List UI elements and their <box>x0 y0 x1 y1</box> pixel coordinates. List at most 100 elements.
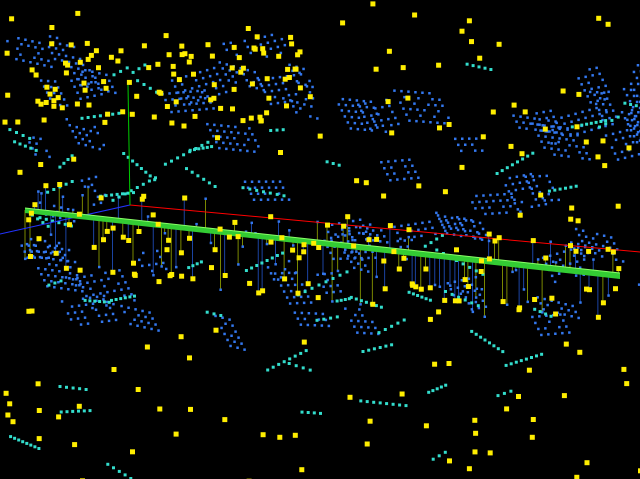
cyan-point <box>594 120 598 124</box>
blue-point <box>553 131 556 134</box>
cyan-point <box>132 191 135 195</box>
blue-point <box>244 132 247 135</box>
blue-point <box>57 53 61 56</box>
blue-point <box>233 137 236 140</box>
yellow-point <box>130 449 135 455</box>
blue-point <box>225 147 228 151</box>
cyan-point <box>111 112 115 116</box>
blue-point <box>220 326 223 330</box>
blue-point <box>550 142 553 145</box>
blue-point <box>601 118 604 122</box>
cyan-point <box>629 103 633 106</box>
blue-point <box>531 175 534 178</box>
blue-point <box>561 264 565 267</box>
yellow-point <box>88 52 94 58</box>
blue-point <box>65 44 69 47</box>
blue-point <box>134 308 137 311</box>
blue-point <box>294 271 298 274</box>
yellow-point <box>561 393 567 399</box>
blue-point <box>137 314 140 317</box>
blue-point <box>348 230 351 233</box>
blue-point <box>104 313 108 317</box>
blue-point <box>265 55 269 58</box>
blue-point <box>591 237 595 240</box>
blue-point <box>103 284 106 288</box>
yellow-point <box>412 12 418 18</box>
blue-point <box>597 108 601 112</box>
blue-point <box>204 197 207 200</box>
blue-point <box>403 177 406 181</box>
blue-point <box>273 272 277 275</box>
blue-point <box>277 88 281 92</box>
blue-point <box>160 265 163 268</box>
blue-point <box>240 342 243 345</box>
yellow-point <box>406 227 412 233</box>
blue-point <box>32 243 36 247</box>
cyan-point <box>549 314 553 318</box>
blue-point <box>253 186 257 189</box>
blue-point <box>53 286 56 289</box>
yellow-point <box>52 86 58 92</box>
blue-point <box>209 241 213 245</box>
blue-point <box>583 130 586 134</box>
blue-point <box>449 288 453 291</box>
blue-point <box>306 295 310 298</box>
blue-point <box>364 102 367 105</box>
blue-point <box>534 198 538 201</box>
blue-point <box>529 172 533 176</box>
blue-point <box>454 137 457 141</box>
blue-point <box>510 196 514 199</box>
cyan-point <box>574 184 578 188</box>
blue-point <box>322 285 325 288</box>
cyan-point <box>59 410 63 414</box>
yellow-point <box>477 55 483 61</box>
blue-point <box>536 296 539 299</box>
cyan-point <box>359 299 363 303</box>
cyan-point <box>241 186 245 190</box>
cyan-point <box>461 262 465 266</box>
blue-point <box>553 280 557 284</box>
cyan-point <box>41 221 45 225</box>
blue-point <box>320 324 324 327</box>
blue-point <box>531 122 534 125</box>
blue-point <box>60 287 63 290</box>
blue-point <box>614 115 618 118</box>
blue-point <box>34 153 37 156</box>
cyan-point <box>431 389 435 393</box>
blue-point <box>178 97 181 101</box>
yellow-point <box>596 15 602 21</box>
yellow-point <box>526 367 532 373</box>
yellow-point <box>213 327 219 333</box>
blue-point <box>334 233 337 236</box>
cyan-point <box>477 65 481 69</box>
blue-point <box>470 283 474 286</box>
blue-point <box>637 111 640 114</box>
cyan-point <box>634 104 638 108</box>
yellow-point <box>382 286 388 292</box>
blue-point <box>620 150 624 154</box>
blue-point <box>74 136 77 139</box>
blue-point <box>365 238 368 241</box>
yellow-point <box>487 450 493 456</box>
blue-point <box>464 219 468 222</box>
yellow-point <box>182 51 188 57</box>
blue-point <box>113 289 116 293</box>
blue-point <box>598 97 602 100</box>
blue-point <box>85 294 88 298</box>
blue-point <box>630 118 634 122</box>
cyan-point <box>119 69 123 73</box>
yellow-point <box>286 75 292 80</box>
blue-point <box>555 252 559 255</box>
yellow-point <box>4 50 10 56</box>
blue-point <box>225 63 228 66</box>
blue-point <box>269 47 273 50</box>
yellow-point <box>236 55 242 61</box>
cyan-point <box>270 256 274 260</box>
blue-point <box>535 112 538 115</box>
blue-point <box>280 271 284 275</box>
blue-point <box>23 250 26 253</box>
blue-point <box>71 283 74 286</box>
cyan-point <box>52 188 56 191</box>
